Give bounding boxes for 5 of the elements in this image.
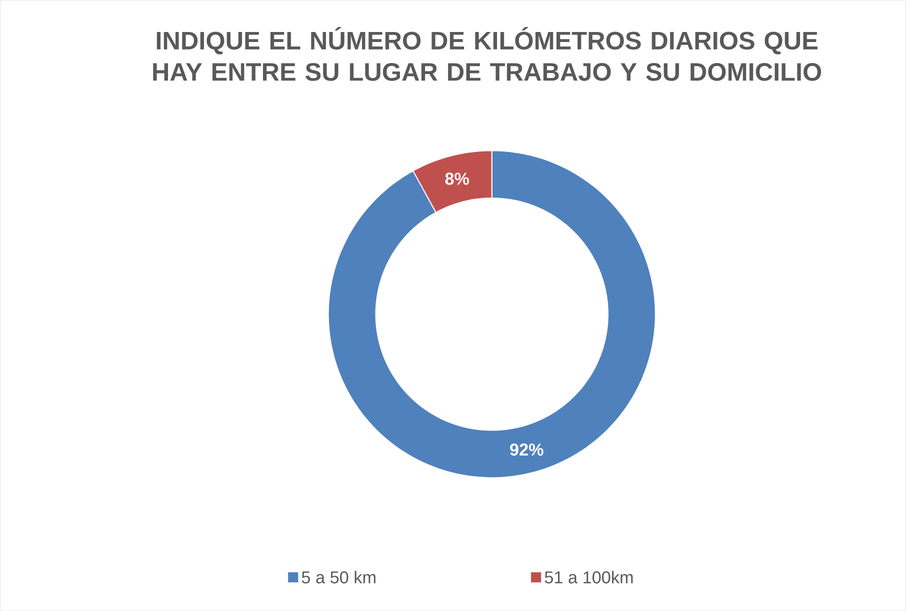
legend-label: 5 a 50 km [302, 570, 376, 584]
legend-label: 51 a 100km [544, 570, 633, 584]
chart-title: INDIQUE EL NÚMERO DE KILÓMETROS DIARIOS QUE HAY ENTRE SU LUGAR DE TRABAJO Y SU DOMICILIO [153, 26, 822, 81]
data-label: 8% [445, 172, 470, 185]
data-label: 92% [510, 443, 544, 456]
